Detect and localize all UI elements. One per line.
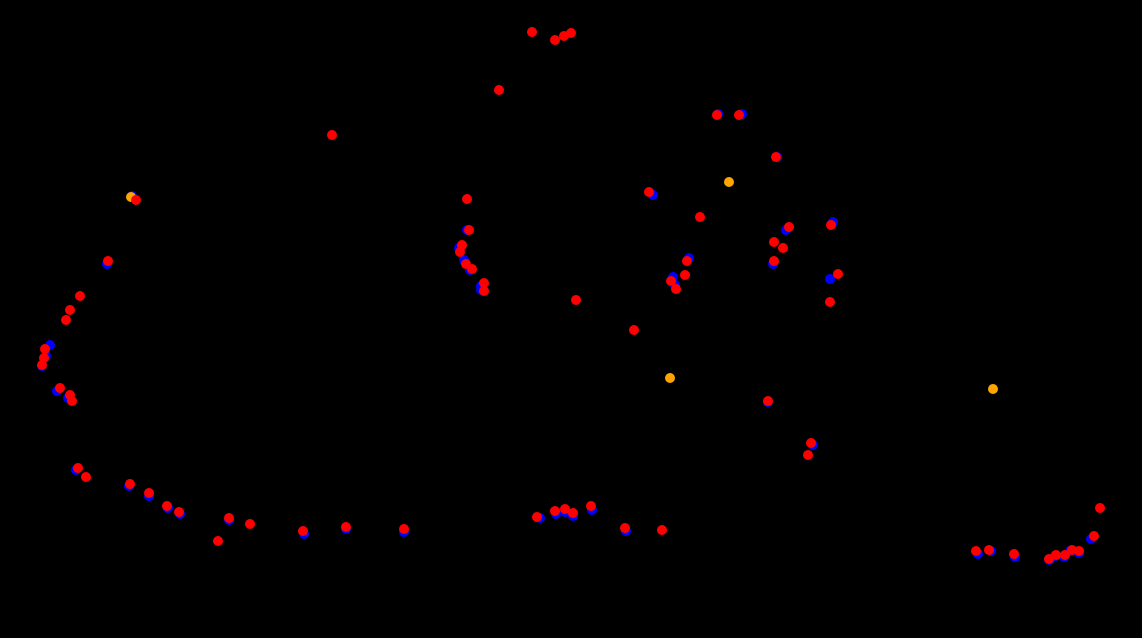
point-red <box>984 545 994 555</box>
point-orange <box>665 373 675 383</box>
point-red <box>586 501 596 511</box>
point-red <box>144 488 154 498</box>
point-red <box>1089 531 1099 541</box>
point-red <box>769 256 779 266</box>
point-orange <box>724 177 734 187</box>
point-red <box>131 195 141 205</box>
point-red <box>455 247 465 257</box>
point-red <box>712 110 722 120</box>
point-red <box>644 187 654 197</box>
point-red <box>37 360 47 370</box>
point-orange <box>988 384 998 394</box>
point-red <box>174 507 184 517</box>
point-red <box>550 506 560 516</box>
point-red <box>806 438 816 448</box>
point-red <box>826 220 836 230</box>
point-red <box>825 297 835 307</box>
point-red <box>833 269 843 279</box>
point-red <box>494 85 504 95</box>
point-red <box>73 463 83 473</box>
point-red <box>784 222 794 232</box>
point-red <box>771 152 781 162</box>
point-red <box>532 512 542 522</box>
point-red <box>568 508 578 518</box>
point-red <box>695 212 705 222</box>
point-red <box>399 524 409 534</box>
point-red <box>464 225 474 235</box>
point-red <box>103 256 113 266</box>
point-red <box>671 284 681 294</box>
point-red <box>971 546 981 556</box>
point-red <box>467 264 477 274</box>
point-red <box>657 525 667 535</box>
point-red <box>778 243 788 253</box>
point-red <box>682 256 692 266</box>
point-red <box>1009 549 1019 559</box>
point-red <box>571 295 581 305</box>
point-red <box>67 396 77 406</box>
point-red <box>680 270 690 280</box>
point-red <box>462 194 472 204</box>
point-red <box>327 130 337 140</box>
point-red <box>341 522 351 532</box>
point-red <box>162 501 172 511</box>
point-red <box>479 286 489 296</box>
point-red <box>1095 503 1105 513</box>
point-red <box>734 110 744 120</box>
point-red <box>213 536 223 546</box>
point-red <box>65 305 75 315</box>
point-red <box>620 523 630 533</box>
point-red <box>55 383 65 393</box>
point-red <box>245 519 255 529</box>
point-red <box>629 325 639 335</box>
point-red <box>224 513 234 523</box>
point-red <box>803 450 813 460</box>
point-red <box>81 472 91 482</box>
point-red <box>125 479 135 489</box>
scatter-plot <box>0 0 1142 638</box>
point-red <box>566 28 576 38</box>
point-red <box>61 315 71 325</box>
point-red <box>763 396 773 406</box>
point-red <box>1074 546 1084 556</box>
point-red <box>75 291 85 301</box>
point-red <box>527 27 537 37</box>
point-red <box>298 526 308 536</box>
